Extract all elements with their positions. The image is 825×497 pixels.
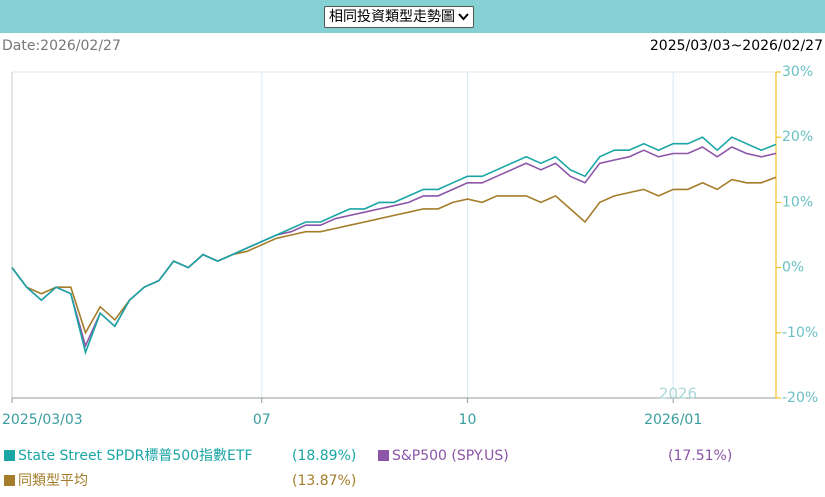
y-tick-label: 30% — [782, 64, 813, 80]
date: Date:2026/02/27 — [2, 38, 121, 54]
legend-value: (13.87%) — [292, 473, 356, 489]
select-text: 相同投資類型走勢圖 — [329, 9, 455, 25]
legend-value: (18.89%) — [292, 448, 356, 464]
legend-label: State Street SPDR標普500指數ETF — [18, 448, 253, 464]
y-tick-label: -10% — [782, 325, 818, 341]
series-line — [11, 136, 777, 356]
x-tick-label: 2025/03/03 — [2, 412, 83, 428]
annotation: 2026 — [659, 385, 697, 403]
y-tick-label: 0% — [782, 260, 804, 276]
date-range: 2025/03/03~2026/02/27 — [649, 38, 823, 54]
legend-swatch — [378, 450, 389, 461]
header-bar: 相同投資類型走勢圖 — [0, 0, 825, 33]
legend-label: 同類型平均 — [18, 473, 88, 489]
legend-swatch — [4, 450, 15, 461]
x-tick-label: 07 — [253, 412, 271, 428]
series-line — [11, 176, 777, 335]
chevron — [458, 13, 469, 21]
y-tick-label: -20% — [782, 390, 818, 406]
chart-select[interactable]: 相同投資類型走勢圖 — [324, 6, 474, 28]
x-tick-label: 2026/01 — [644, 412, 702, 428]
legend-swatch — [4, 475, 15, 486]
legend-value: (17.51%) — [668, 448, 732, 464]
legend-label: S&P500 (SPY.US) — [392, 448, 509, 464]
series-line — [11, 146, 777, 349]
y-tick-label: 20% — [782, 129, 813, 145]
y-tick-label: 10% — [782, 194, 813, 210]
x-tick-label: 10 — [459, 412, 477, 428]
